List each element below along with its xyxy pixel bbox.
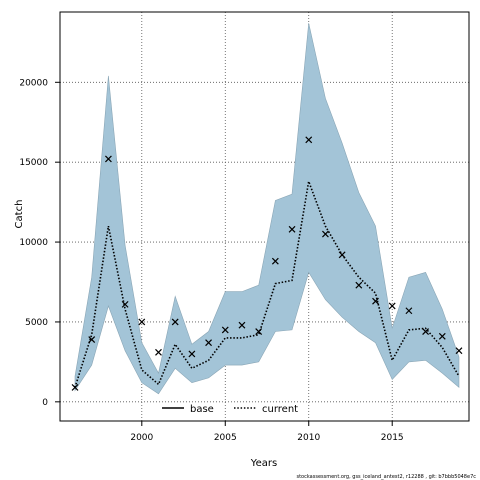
legend-current-label: current [262,404,298,415]
observation-point [155,348,162,356]
y-tick-label: 5000 [25,318,48,328]
legend: base current [162,404,298,415]
legend-base-label: base [190,404,214,415]
observation-point [171,318,179,326]
y-tick-label: 20000 [19,78,48,88]
x-tick-label: 2015 [381,433,404,443]
observation-point [238,321,246,329]
observation-point [88,336,96,343]
observation-markers [71,136,463,391]
y-tick-label: 0 [42,398,48,408]
observation-point [271,257,279,265]
observation-point [71,384,79,391]
x-tick-label: 2005 [214,433,237,443]
observation-point [104,155,112,163]
footer-note: stockassessment.org, gss_iceland_antest2… [296,474,476,480]
observation-point [405,307,413,315]
observation-point [355,281,363,289]
observation-point [255,328,263,335]
observation-point [372,297,379,305]
confidence-band [74,23,460,395]
observation-point [205,339,212,347]
observation-point [322,230,329,238]
observation-point [438,332,446,340]
observation-point [188,350,196,358]
observation-point [455,347,463,355]
x-axis-ticks: 2000 2005 2010 2015 [130,421,404,443]
observation-point [305,136,313,144]
y-tick-label: 15000 [19,158,48,168]
current-line [74,178,460,388]
plot-frame [59,11,470,422]
observation-point [121,300,129,308]
x-tick-label: 2010 [297,433,320,443]
observation-point [338,251,346,259]
observation-point [388,302,396,310]
observation-point [422,328,430,335]
y-tick-label: 10000 [19,238,48,248]
x-tick-label: 2000 [130,433,153,443]
observation-point [221,326,229,334]
y-axis-ticks: 0 5000 10000 15000 20000 [19,78,60,408]
observation-point [288,225,296,233]
y-axis-title: Catch [14,200,25,229]
observation-point [138,318,146,326]
x-axis-title: Years [250,458,277,469]
